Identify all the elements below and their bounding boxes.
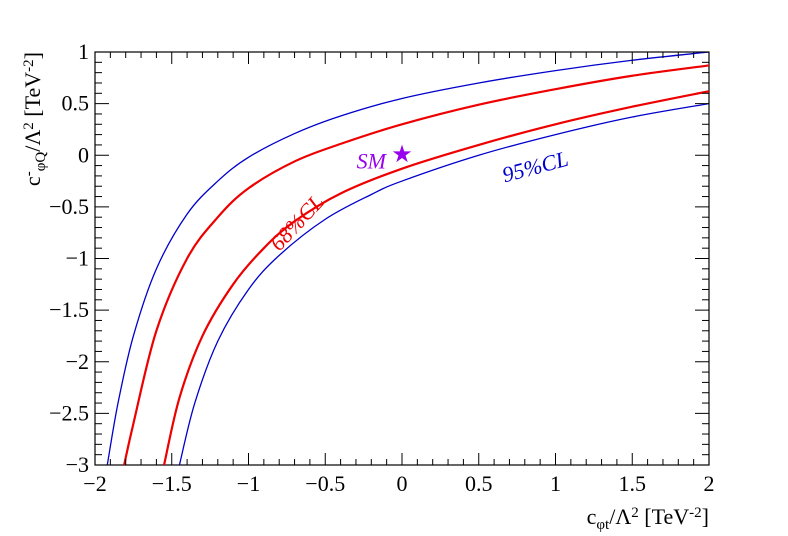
axis-title-part: [TeV: [20, 72, 45, 122]
curves: [106, 52, 709, 465]
x-tick-label: −2: [83, 471, 106, 496]
axis-title-part: ]: [20, 52, 45, 59]
y-tick-label: −3: [66, 452, 89, 477]
y-tick-label: 0.5: [62, 91, 90, 116]
axis-title-part: ]: [702, 504, 709, 529]
x-axis-title: cφt/Λ2 [TeV-2]: [587, 504, 709, 533]
y-tick-label: 0: [78, 142, 89, 167]
x-tick-label: −1.5: [152, 471, 192, 496]
y-tick-label: 1: [78, 39, 89, 64]
y-tick-label: −1.5: [49, 297, 89, 322]
x-tick-label: −1: [237, 471, 260, 496]
x-tick-label: −0.5: [305, 471, 345, 496]
x-tick-label: 0.5: [465, 471, 493, 496]
cl95-label: 95%CL: [499, 146, 570, 188]
axis-title-part: -2: [689, 505, 702, 521]
x-tick-label: 0: [397, 471, 408, 496]
curve-group: [106, 52, 709, 465]
y-tick-label: −0.5: [49, 194, 89, 219]
y-tick-label: −1: [66, 246, 89, 271]
axis-title-part: -: [21, 171, 37, 176]
cl68-contour-line: [162, 90, 709, 465]
axis-title-part: c: [20, 176, 45, 186]
cl95-contour-line: [106, 52, 709, 465]
axis-title-part: φQ: [33, 152, 49, 172]
labels: −2 −1.5 −1 −0.5 0 0.5 1 1.5 2 −3 −2.5 −2 −1.5 −1 −0.5 0…: [20, 39, 715, 533]
cl68-label: 68%CL: [265, 189, 329, 255]
x-tick-label: 1.5: [619, 471, 647, 496]
x-tick-label: 1: [550, 471, 561, 496]
x-tick-label: 2: [704, 471, 715, 496]
y-tick-label: −2: [66, 349, 89, 374]
axis-title-part: 2: [631, 505, 639, 521]
sm-star-marker: ★: [391, 142, 413, 168]
cl68-contour-line: [123, 64, 709, 465]
axis-title-part: 2: [21, 122, 37, 130]
cl95-contour-line: [178, 102, 709, 465]
axis-title-part: φt: [596, 517, 610, 533]
axis-title-part: /Λ: [609, 504, 631, 529]
axis-title-part: [TeV: [639, 504, 689, 529]
axis-title-part: -2: [21, 59, 37, 72]
y-axis-title: c-φQ/Λ2 [TeV-2]: [20, 52, 49, 186]
sm-label: SM: [357, 149, 388, 174]
axis-title-part: c: [587, 504, 597, 529]
axis-title-part: /Λ: [20, 130, 45, 152]
y-tick-label: −2.5: [49, 400, 89, 425]
axis-ticks: [94, 51, 710, 466]
